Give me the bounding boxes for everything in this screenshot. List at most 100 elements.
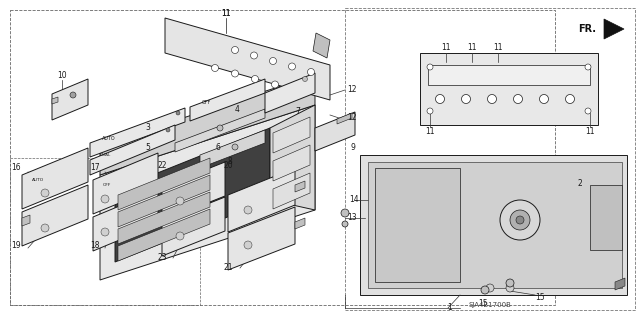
Polygon shape bbox=[90, 108, 185, 157]
Polygon shape bbox=[52, 97, 58, 104]
Text: 15: 15 bbox=[478, 299, 488, 308]
Polygon shape bbox=[118, 158, 210, 210]
Text: 5: 5 bbox=[145, 144, 150, 152]
Text: FR.: FR. bbox=[578, 24, 596, 34]
Polygon shape bbox=[162, 162, 225, 221]
Text: 14: 14 bbox=[349, 196, 359, 204]
Polygon shape bbox=[313, 33, 330, 58]
Polygon shape bbox=[270, 105, 315, 210]
Circle shape bbox=[461, 94, 470, 103]
Circle shape bbox=[585, 64, 591, 70]
Text: 11: 11 bbox=[221, 9, 231, 18]
Polygon shape bbox=[93, 190, 158, 251]
Circle shape bbox=[516, 216, 524, 224]
Text: 10: 10 bbox=[57, 71, 67, 80]
Circle shape bbox=[252, 76, 259, 83]
Circle shape bbox=[341, 209, 349, 217]
Polygon shape bbox=[368, 162, 622, 288]
Text: 23: 23 bbox=[157, 254, 167, 263]
Polygon shape bbox=[273, 117, 310, 153]
Circle shape bbox=[342, 221, 348, 227]
Polygon shape bbox=[265, 73, 315, 113]
Circle shape bbox=[510, 210, 530, 230]
Polygon shape bbox=[315, 112, 355, 151]
Text: 12: 12 bbox=[348, 114, 356, 122]
Text: 11: 11 bbox=[467, 43, 477, 53]
Circle shape bbox=[427, 108, 433, 114]
Circle shape bbox=[166, 128, 170, 132]
Circle shape bbox=[41, 224, 49, 232]
Polygon shape bbox=[190, 79, 265, 121]
Text: 18: 18 bbox=[90, 241, 100, 250]
Circle shape bbox=[232, 144, 238, 150]
Polygon shape bbox=[100, 105, 315, 280]
Circle shape bbox=[250, 52, 257, 59]
Text: 17: 17 bbox=[90, 164, 100, 173]
Circle shape bbox=[488, 94, 497, 103]
Polygon shape bbox=[90, 125, 175, 175]
Circle shape bbox=[566, 94, 575, 103]
Circle shape bbox=[176, 197, 184, 205]
Circle shape bbox=[244, 206, 252, 214]
Circle shape bbox=[217, 125, 223, 131]
Circle shape bbox=[101, 228, 109, 236]
Text: 19: 19 bbox=[11, 241, 21, 250]
Circle shape bbox=[500, 200, 540, 240]
Circle shape bbox=[269, 57, 276, 64]
Text: 8: 8 bbox=[228, 158, 232, 167]
Circle shape bbox=[271, 81, 278, 88]
Polygon shape bbox=[52, 79, 88, 120]
Polygon shape bbox=[22, 185, 88, 246]
Text: OFF: OFF bbox=[103, 183, 111, 187]
Polygon shape bbox=[273, 145, 310, 181]
Polygon shape bbox=[115, 128, 270, 262]
Circle shape bbox=[513, 94, 522, 103]
Text: 7: 7 bbox=[296, 108, 300, 116]
Text: 9: 9 bbox=[351, 144, 355, 152]
Circle shape bbox=[70, 92, 76, 98]
Circle shape bbox=[101, 195, 109, 203]
Text: 11: 11 bbox=[441, 43, 451, 53]
Circle shape bbox=[427, 64, 433, 70]
Polygon shape bbox=[22, 215, 30, 226]
Circle shape bbox=[211, 64, 218, 71]
Text: 20: 20 bbox=[223, 160, 233, 169]
Text: 1: 1 bbox=[447, 303, 452, 313]
Text: 16: 16 bbox=[11, 164, 21, 173]
Polygon shape bbox=[590, 185, 622, 250]
Polygon shape bbox=[200, 130, 265, 168]
Text: 3: 3 bbox=[145, 122, 150, 131]
Text: 21: 21 bbox=[223, 263, 233, 272]
Text: 11: 11 bbox=[585, 128, 595, 137]
Circle shape bbox=[506, 284, 514, 292]
Text: 11: 11 bbox=[425, 128, 435, 137]
Text: AUTO: AUTO bbox=[32, 178, 44, 182]
Text: AUTO: AUTO bbox=[102, 136, 116, 140]
Text: 22: 22 bbox=[157, 160, 167, 169]
Circle shape bbox=[41, 189, 49, 197]
Text: 6: 6 bbox=[216, 144, 220, 152]
Polygon shape bbox=[228, 207, 295, 270]
Circle shape bbox=[481, 286, 489, 294]
Polygon shape bbox=[118, 209, 210, 261]
Circle shape bbox=[540, 94, 548, 103]
Polygon shape bbox=[93, 153, 158, 214]
Polygon shape bbox=[295, 181, 305, 192]
Polygon shape bbox=[295, 218, 305, 229]
Text: 11: 11 bbox=[221, 10, 231, 19]
Circle shape bbox=[289, 63, 296, 70]
Polygon shape bbox=[604, 19, 624, 39]
Polygon shape bbox=[100, 75, 315, 175]
Circle shape bbox=[303, 77, 307, 81]
Circle shape bbox=[506, 279, 514, 287]
Polygon shape bbox=[162, 197, 225, 256]
Text: DUAL: DUAL bbox=[100, 153, 111, 157]
Text: 2: 2 bbox=[578, 180, 582, 189]
Circle shape bbox=[435, 94, 445, 103]
Polygon shape bbox=[175, 109, 265, 152]
Polygon shape bbox=[22, 148, 88, 209]
Text: SJA4B1700B: SJA4B1700B bbox=[468, 302, 511, 308]
Circle shape bbox=[486, 284, 494, 292]
Polygon shape bbox=[118, 192, 210, 244]
Text: 15: 15 bbox=[535, 293, 545, 302]
